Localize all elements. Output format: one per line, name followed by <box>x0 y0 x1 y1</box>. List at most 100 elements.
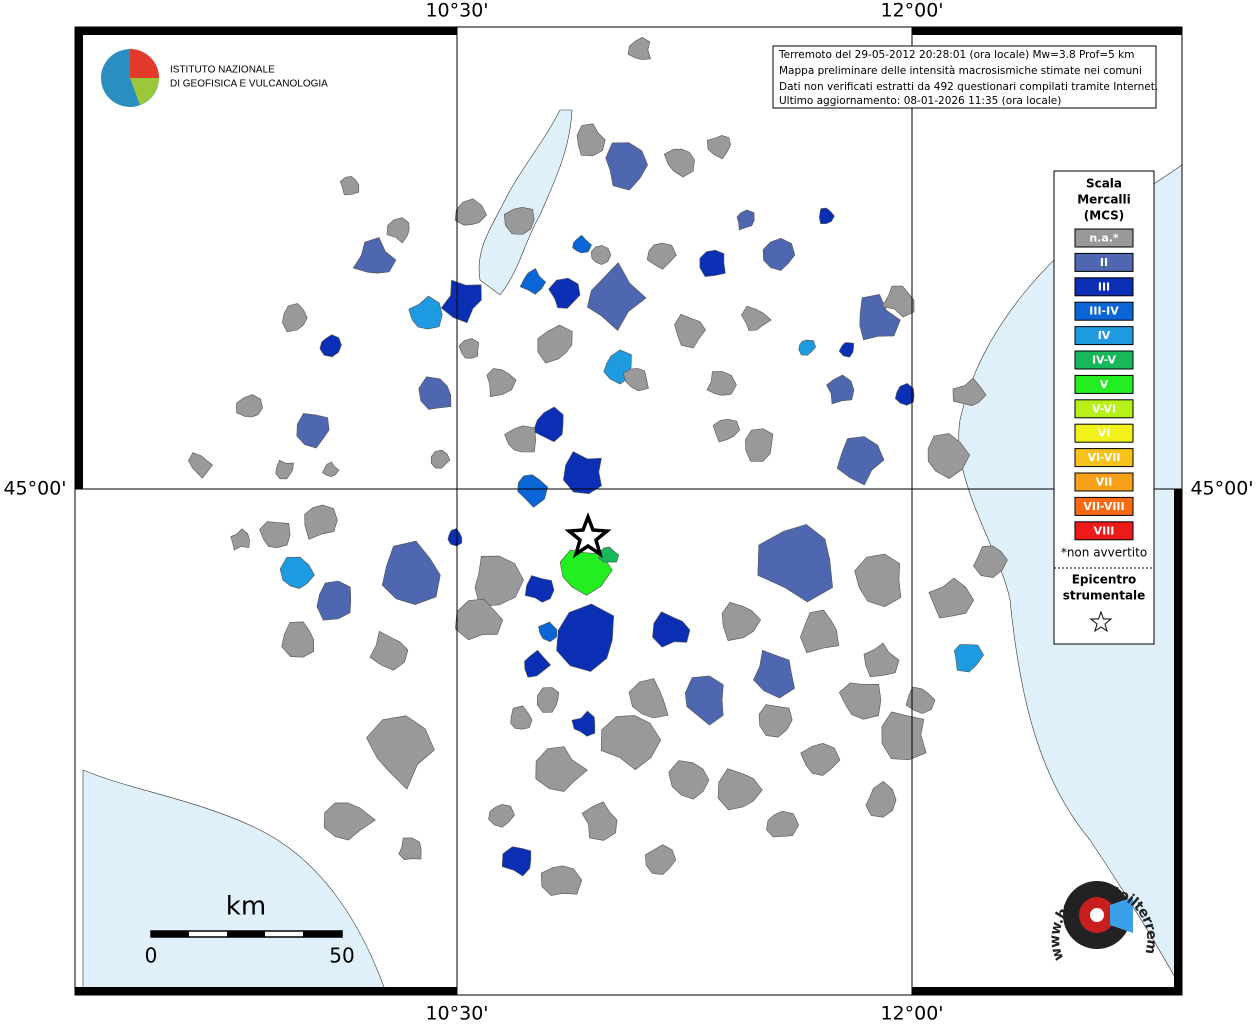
municipality <box>430 449 451 469</box>
legend-swatch <box>1074 228 1134 248</box>
municipality <box>758 704 793 738</box>
scale-label: 50 <box>329 944 354 968</box>
municipality <box>741 305 772 331</box>
header-line: Dati non verificati estratti da 492 ques… <box>779 81 1158 93</box>
municipality <box>838 682 882 720</box>
frame-bar <box>912 27 1182 35</box>
municipality <box>800 609 840 654</box>
municipality <box>581 801 618 841</box>
legend-label: VIII <box>1094 524 1115 537</box>
municipality <box>663 148 695 178</box>
header-frame <box>772 45 1157 109</box>
frame-bar <box>75 987 457 995</box>
municipality <box>762 237 796 271</box>
municipality <box>819 207 835 225</box>
municipality <box>339 176 360 196</box>
legend-swatch <box>1074 472 1134 492</box>
header-line: Terremoto del 29-05-2012 20:28:01 (ora l… <box>778 49 1134 61</box>
municipality <box>519 268 547 295</box>
legend-title: (MCS) <box>1084 209 1125 223</box>
frame-bar <box>1174 489 1182 995</box>
municipality <box>645 844 677 875</box>
legend-note: *non avvertito <box>1061 546 1147 560</box>
municipality <box>826 374 855 405</box>
municipality <box>600 715 662 771</box>
municipality <box>440 279 482 324</box>
logo-globe <box>130 78 159 105</box>
municipalities <box>188 37 1008 896</box>
legend-star <box>1089 610 1113 633</box>
municipality <box>230 528 250 551</box>
legend-label: VII <box>1096 476 1113 489</box>
scale-segment <box>303 931 342 937</box>
municipality <box>504 425 537 453</box>
frame-bar <box>75 27 457 35</box>
legend-swatch <box>1074 277 1134 297</box>
municipality <box>517 474 549 508</box>
municipality <box>275 459 294 480</box>
municipality <box>537 324 573 364</box>
municipality <box>881 285 915 318</box>
municipality <box>587 262 647 331</box>
legend-swatch <box>1074 399 1134 419</box>
legend-label: VI-VII <box>1087 451 1120 464</box>
municipality <box>236 394 263 418</box>
municipality <box>800 742 841 776</box>
header-line: Ultimo aggiornamento: 08-01-2026 11:35 (… <box>779 95 1061 107</box>
legend-swatch <box>1074 374 1134 394</box>
municipality <box>548 277 581 309</box>
municipality <box>188 452 214 479</box>
municipality <box>766 810 800 838</box>
longitude-label: 10°30' <box>425 0 488 22</box>
longitude-label: 10°30' <box>425 1003 488 1025</box>
municipality <box>572 234 592 254</box>
legend-epicenter: Epicentro <box>1072 573 1137 587</box>
latitude-label: 45°00' <box>1190 478 1253 500</box>
municipality <box>304 504 338 540</box>
municipality <box>563 451 602 495</box>
legend-swatch <box>1074 521 1134 541</box>
header-line: Mappa preliminare delle intensità macros… <box>779 65 1142 77</box>
municipality <box>953 644 984 673</box>
municipality <box>501 846 532 877</box>
municipality <box>699 249 726 277</box>
legend-label: VI <box>1098 427 1111 440</box>
scale-bar: km 0 50 <box>145 892 355 968</box>
municipality <box>628 678 669 719</box>
municipality <box>319 334 342 358</box>
municipality <box>316 580 352 621</box>
municipality <box>281 621 315 658</box>
municipality <box>532 406 564 443</box>
municipality <box>524 575 555 603</box>
municipality <box>622 368 649 392</box>
municipality <box>721 602 762 641</box>
lake <box>478 109 573 296</box>
legend: Scala Mercalli (MCS) *non avvertito Epic… <box>1053 170 1155 645</box>
municipality <box>418 376 452 410</box>
municipality <box>381 540 441 605</box>
municipality <box>454 198 487 226</box>
municipality <box>369 630 409 671</box>
municipality <box>905 686 936 714</box>
municipality <box>559 549 613 596</box>
legend-swatch <box>1074 301 1134 321</box>
municipality <box>503 206 535 235</box>
logo-globe <box>130 49 159 78</box>
municipality <box>736 209 755 231</box>
scale-segment <box>227 931 265 937</box>
scale-label: 0 <box>145 944 158 968</box>
municipality <box>576 123 606 157</box>
municipality <box>571 710 596 737</box>
municipality <box>605 142 648 191</box>
municipality <box>798 339 816 356</box>
municipality <box>556 603 615 672</box>
legend-label: n.a.* <box>1089 232 1119 245</box>
municipality <box>859 294 901 341</box>
header-box: Terremoto del 29-05-2012 20:28:01 (ora l… <box>772 45 1158 109</box>
municipality <box>282 303 308 333</box>
municipality <box>865 781 897 818</box>
municipality <box>279 556 315 589</box>
legend-swatch <box>1074 252 1134 272</box>
municipality <box>952 377 987 407</box>
